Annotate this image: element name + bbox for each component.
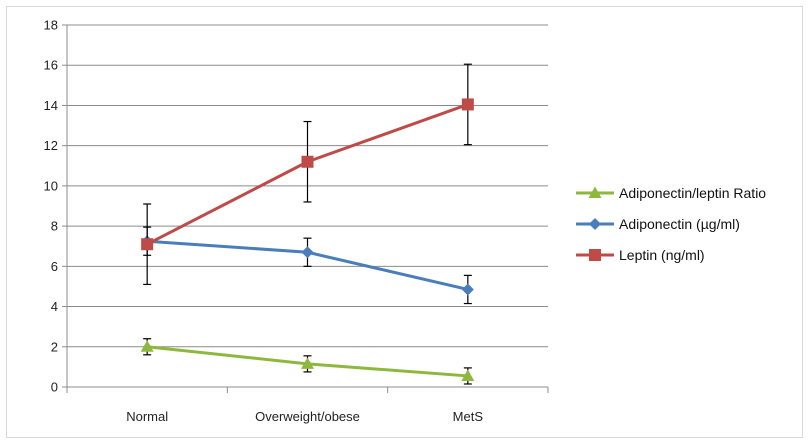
y-tick-label: 14 [44, 98, 58, 113]
data-point [301, 357, 314, 369]
data-point [140, 340, 154, 352]
legend-item: Adiponectin (µg/ml) [576, 216, 740, 232]
series-3 [141, 63, 474, 286]
legend-label: Adiponectin/leptin Ratio [619, 185, 766, 201]
data-point [141, 238, 154, 251]
data-point [301, 155, 314, 168]
y-tick-label: 2 [51, 339, 58, 354]
axes [62, 24, 549, 393]
x-tick-label: MetS [453, 409, 484, 424]
data-point [461, 369, 475, 381]
legend: Adiponectin/leptin Ratio Adiponectin (µg/… [576, 185, 766, 263]
y-tick-label: 18 [44, 18, 58, 33]
legend-marker [589, 218, 601, 230]
series-1 [140, 338, 475, 385]
legend-marker [589, 249, 601, 261]
y-tick-label: 10 [44, 178, 58, 193]
y-tick-label: 0 [51, 380, 58, 395]
legend-item: Adiponectin/leptin Ratio [576, 185, 766, 201]
legend-item: Leptin (ng/ml) [576, 247, 705, 263]
data-point [301, 246, 314, 259]
data-point [461, 283, 474, 296]
y-axis-tick-labels: 0 2 4 6 8 10 12 14 16 18 [44, 18, 58, 395]
chart-area-border [6, 6, 803, 438]
y-tick-label: 16 [44, 58, 58, 73]
y-tick-label: 12 [44, 138, 58, 153]
y-tick-label: 6 [51, 259, 58, 274]
x-tick-label: Normal [126, 409, 168, 424]
data-point [461, 98, 474, 111]
x-tick-label: Overweight/obese [255, 409, 360, 424]
legend-label: Leptin (ng/ml) [619, 247, 705, 263]
x-axis-tick-labels: Normal Overweight/obese MetS [126, 409, 483, 424]
y-tick-label: 8 [51, 219, 58, 234]
series-layer [140, 63, 475, 385]
legend-label: Adiponectin (µg/ml) [619, 216, 740, 232]
series-2 [141, 226, 474, 305]
y-tick-label: 4 [51, 299, 58, 314]
legend-marker [588, 186, 602, 198]
